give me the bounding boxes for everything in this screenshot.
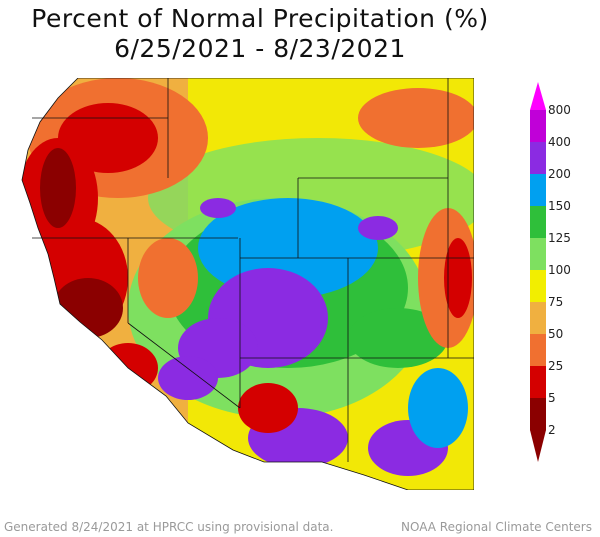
legend-bin	[530, 398, 546, 431]
map-title: Percent of Normal Precipitation (%) 6/25…	[0, 4, 520, 64]
legend-tick-label: 100	[548, 263, 571, 277]
legend-bottom-arrow	[530, 430, 546, 462]
legend-bin	[530, 366, 546, 399]
footer-generated-note: Generated 8/24/2021 at HPRCC using provi…	[4, 520, 334, 534]
legend-tick-label: 50	[548, 327, 564, 341]
legend-tick-label: 150	[548, 199, 571, 213]
footer-source: NOAA Regional Climate Centers	[401, 520, 592, 534]
legend-bin	[530, 270, 546, 303]
legend-bin	[530, 238, 546, 271]
legend-tick-label: 2	[548, 423, 556, 437]
legend-tick-label: 25	[548, 359, 564, 373]
map-title-line1: Percent of Normal Precipitation (%)	[31, 4, 489, 33]
legend: 800 400 200 150 125 100 75 50 25 5 2	[520, 78, 600, 468]
precipitation-map-svg	[18, 77, 475, 491]
legend-tick-label: 400	[548, 135, 571, 149]
legend-bin	[530, 334, 546, 367]
legend-top-arrow	[530, 82, 546, 110]
legend-tick-label: 125	[548, 231, 571, 245]
legend-tick-label: 75	[548, 295, 564, 309]
legend-bin	[530, 206, 546, 239]
legend-tick-label: 200	[548, 167, 571, 181]
legend-bin	[530, 174, 546, 207]
legend-bin	[530, 110, 546, 143]
map-title-date-range: 6/25/2021 - 8/23/2021	[114, 34, 406, 63]
legend-tick-label: 800	[548, 103, 571, 117]
precipitation-map	[18, 77, 475, 491]
legend-colorbar	[530, 82, 546, 462]
legend-tick-label: 5	[548, 391, 556, 405]
legend-bin	[530, 302, 546, 335]
legend-bin	[530, 142, 546, 175]
